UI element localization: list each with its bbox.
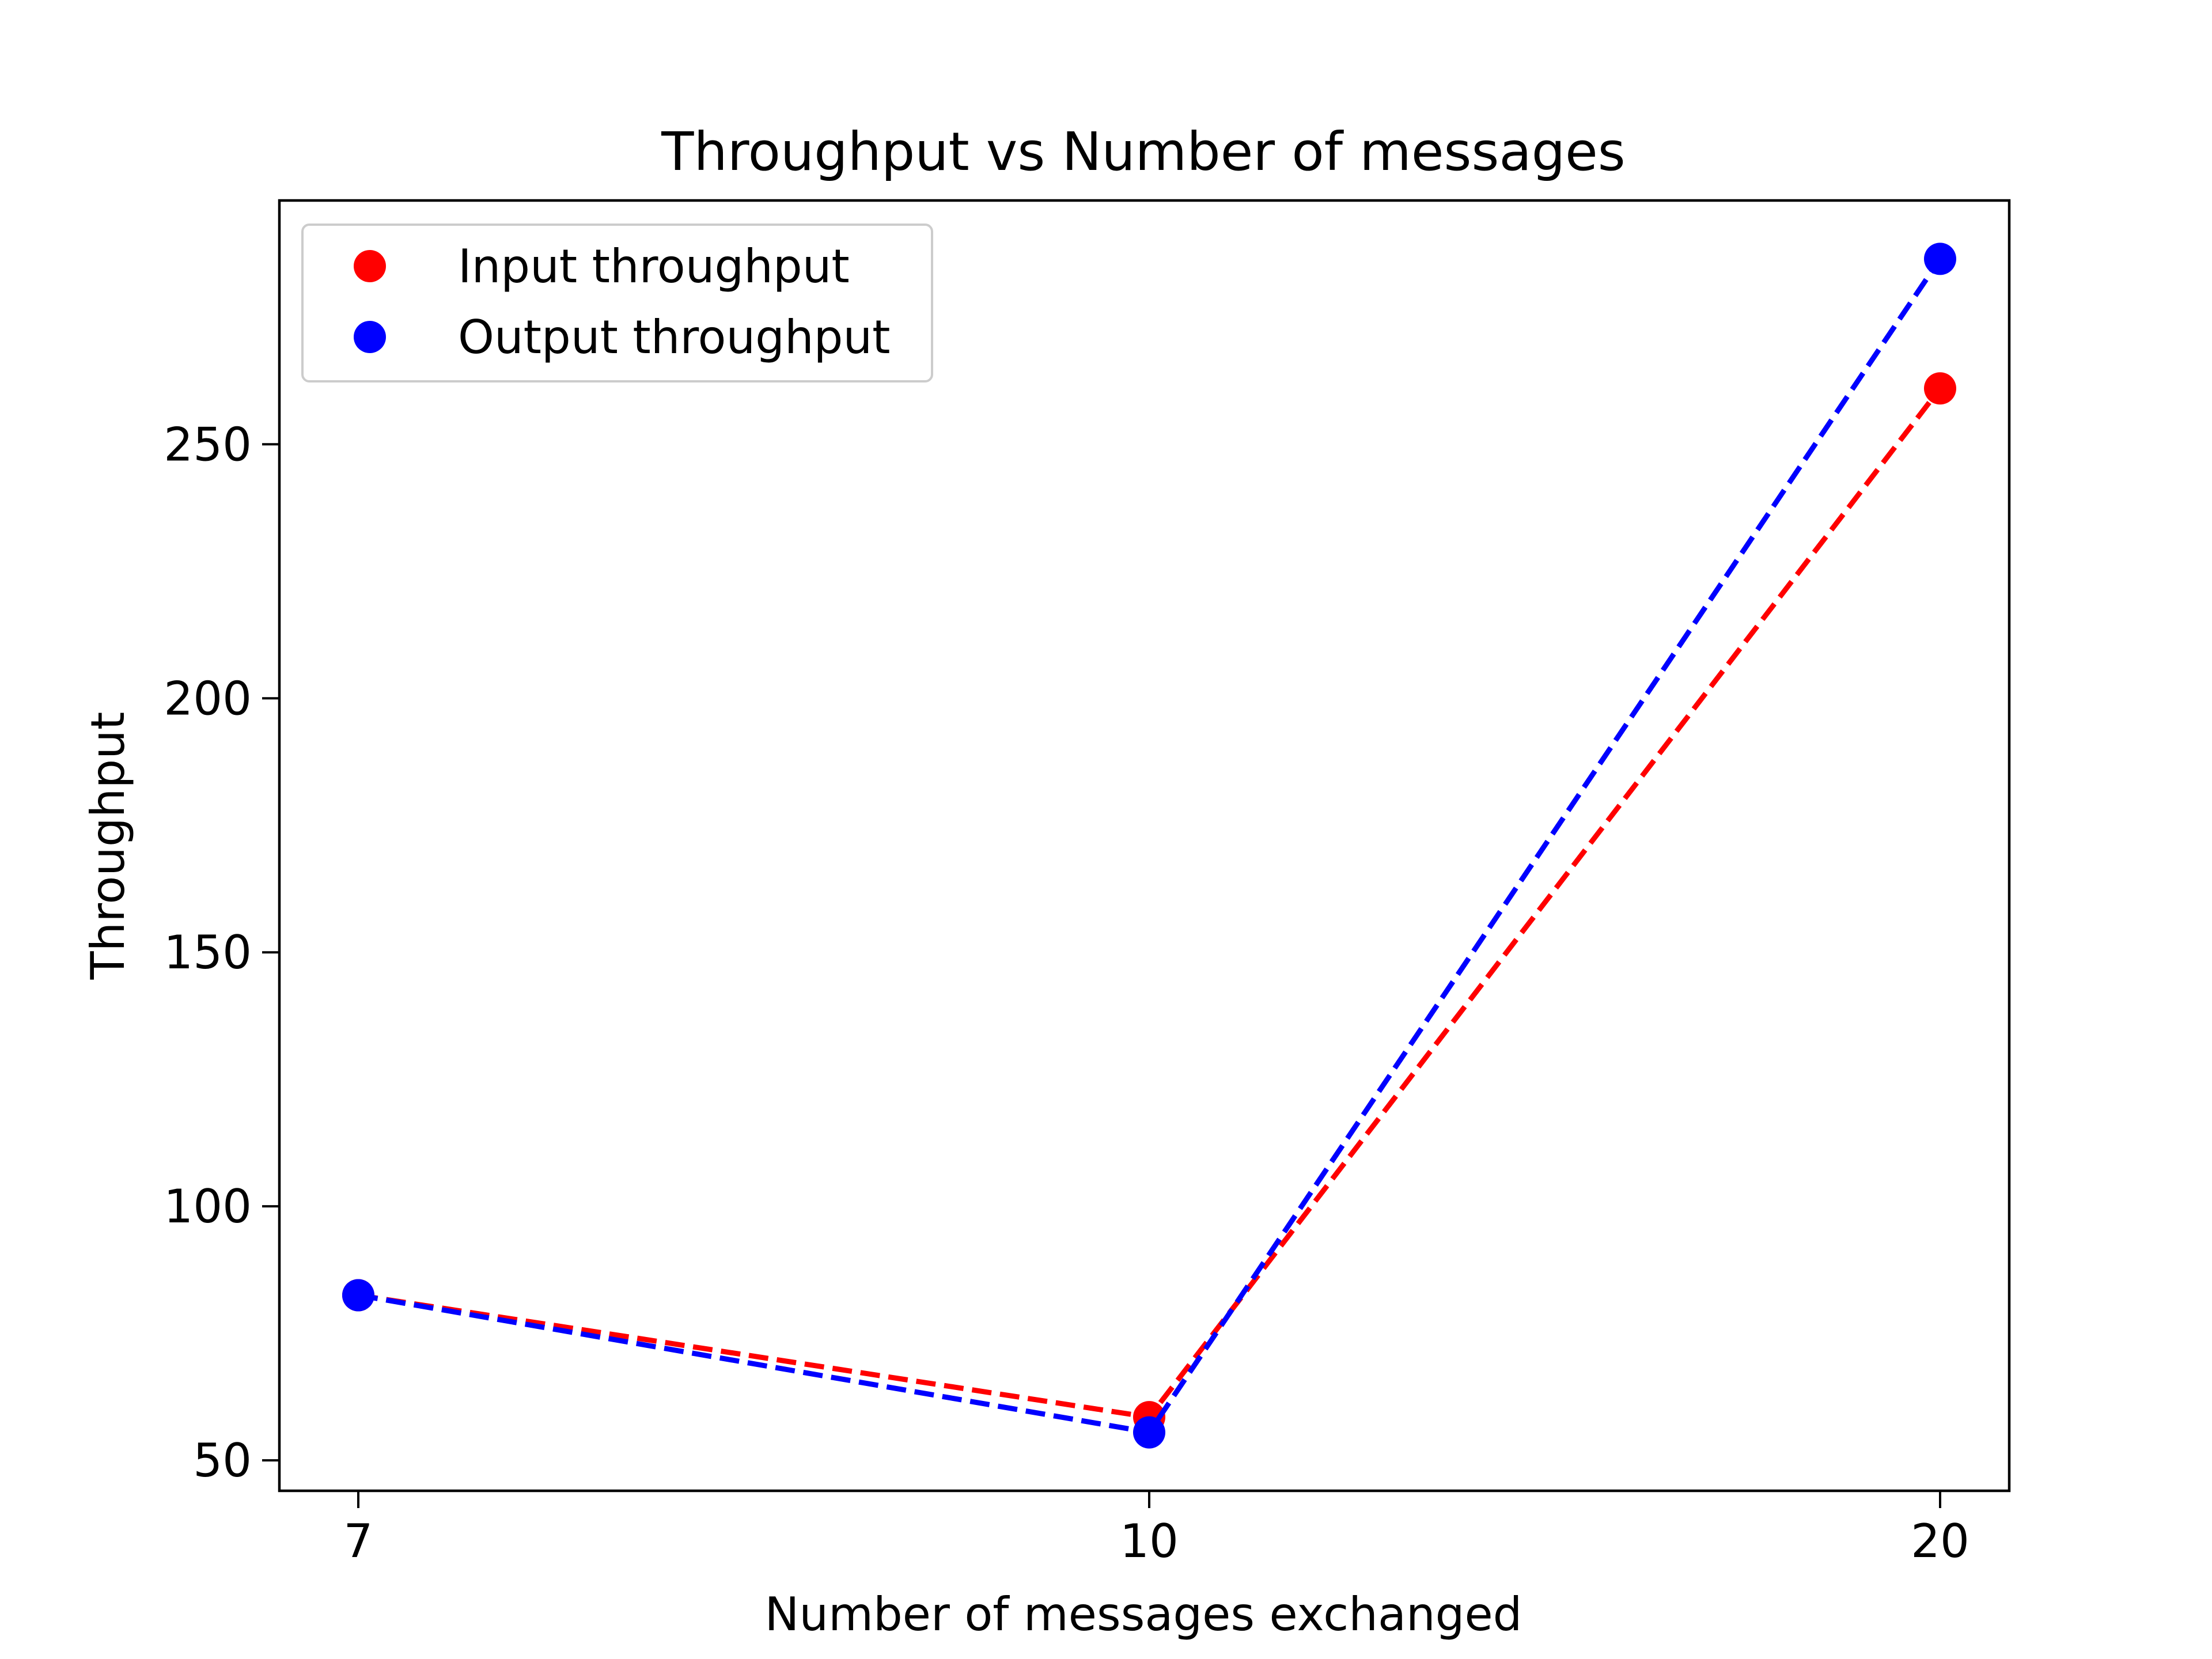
y-tick-label: 50 [193, 1434, 252, 1487]
x-tick-label: 7 [344, 1514, 373, 1568]
series-layer [342, 243, 1956, 1449]
data-point-output-throughput [1133, 1416, 1165, 1449]
chart-title: Throughput vs Number of messages [661, 121, 1625, 183]
data-point-output-throughput [342, 1279, 374, 1312]
y-tick-label: 150 [164, 926, 252, 979]
legend-frame [301, 224, 933, 382]
y-tick-label: 250 [164, 418, 252, 471]
data-point-input-throughput [1924, 372, 1956, 405]
y-axis-ticks: 50 100 150 200 250 [164, 418, 279, 1487]
data-point-output-throughput [1924, 243, 1956, 275]
x-tick-label: 20 [1911, 1514, 1969, 1568]
legend-label-output-throughput: Output throughput [458, 310, 891, 364]
y-tick-label: 100 [164, 1180, 252, 1233]
legend: Input throughput Output throughput [301, 224, 933, 382]
y-axis-label: Throughput [81, 712, 135, 980]
y-tick-label: 200 [164, 672, 252, 725]
legend-label-input-throughput: Input throughput [458, 240, 850, 293]
x-axis-ticks: 7 10 20 [344, 1491, 1969, 1568]
plot-frame [278, 199, 2011, 1493]
legend-marker-input-throughput [354, 250, 386, 282]
x-axis-label: Number of messages exchanged [765, 1588, 1522, 1641]
legend-marker-output-throughput [354, 321, 386, 353]
x-tick-label: 10 [1120, 1514, 1179, 1568]
